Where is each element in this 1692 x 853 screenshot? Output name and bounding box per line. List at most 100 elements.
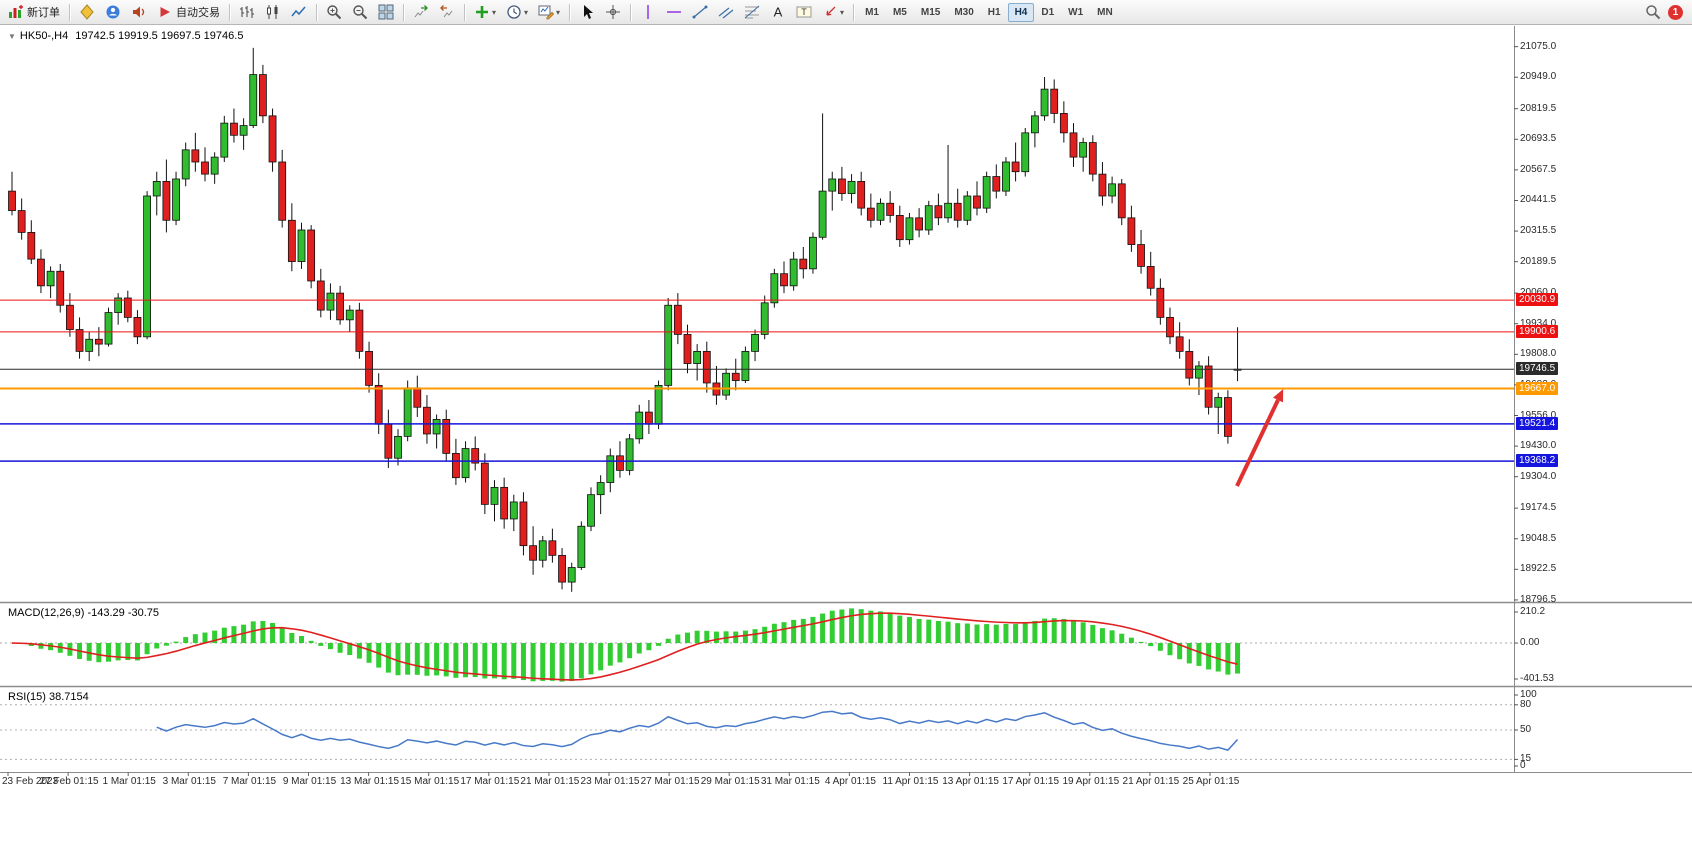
candle <box>56 263 65 313</box>
tf-m15-button[interactable]: M15 <box>920 6 941 18</box>
community-button[interactable] <box>101 1 125 24</box>
candle <box>423 395 431 444</box>
tile-windows-button[interactable] <box>374 1 398 24</box>
metaeditor-button[interactable] <box>75 1 99 24</box>
tf-h4-button[interactable]: H4 <box>1007 2 1035 22</box>
candle <box>838 166 846 201</box>
candle <box>355 302 364 359</box>
tf-m30-button[interactable]: M30 <box>954 6 974 18</box>
candle <box>625 433 634 476</box>
templates-icon <box>538 5 555 20</box>
channel-button[interactable] <box>714 1 738 24</box>
zoom-in-button[interactable] <box>322 1 346 24</box>
toolbar-separator <box>403 3 404 21</box>
tf-mn-button[interactable]: MN <box>1097 6 1113 18</box>
candle <box>37 249 45 294</box>
candle <box>866 193 875 228</box>
fibonacci-button[interactable] <box>740 1 764 24</box>
notification-badge[interactable]: 1 <box>1668 4 1683 20</box>
templates-button[interactable]: ▾ <box>534 1 564 24</box>
candle <box>1195 361 1203 396</box>
candle <box>336 285 345 325</box>
candle <box>596 475 605 515</box>
candle <box>268 108 277 172</box>
arrows-button[interactable]: ▾ <box>818 1 848 24</box>
candle <box>365 341 373 393</box>
candle <box>1088 135 1097 182</box>
tf-m1-button[interactable]: M1 <box>865 6 879 18</box>
crosshair-button[interactable] <box>601 1 625 24</box>
alerts-button[interactable] <box>127 1 151 24</box>
zoom-out-icon <box>353 5 368 20</box>
new-order-button[interactable]: 新订单 <box>4 1 64 24</box>
chevron-down-icon: ▾ <box>840 7 845 17</box>
horizontal-line-button[interactable] <box>662 1 686 24</box>
candle <box>992 164 1001 199</box>
candle <box>1137 229 1145 274</box>
text-icon: A <box>774 5 783 20</box>
community-icon <box>106 5 120 19</box>
tf-d1-button[interactable]: D1 <box>1041 6 1055 18</box>
new-order-label: 新订单 <box>27 7 60 19</box>
trendline-button[interactable] <box>688 1 712 24</box>
candle <box>934 193 943 226</box>
text-button[interactable]: A <box>766 1 790 24</box>
candle <box>8 171 16 216</box>
new-order-icon <box>9 5 23 18</box>
search-icon <box>1646 5 1661 20</box>
candlestick-chart-button[interactable] <box>261 1 285 24</box>
zoom-out-button[interactable] <box>348 1 372 24</box>
candle <box>673 293 682 345</box>
candle <box>567 562 576 592</box>
candle <box>143 191 152 340</box>
candle <box>683 324 692 374</box>
candle <box>538 535 547 568</box>
candlestick-chart-icon <box>267 5 278 19</box>
vertical-line-button[interactable] <box>636 1 660 24</box>
candle <box>104 307 113 347</box>
indicators-add-button[interactable]: ▾ <box>470 1 500 24</box>
autotrading-button[interactable]: 自动交易 <box>153 1 224 24</box>
tf-m5-button[interactable]: M5 <box>892 6 907 18</box>
candle <box>181 142 190 187</box>
candle <box>480 453 489 515</box>
tf-w1-button[interactable]: W1 <box>1068 6 1084 18</box>
candle <box>847 174 856 204</box>
candle <box>1233 327 1242 382</box>
candle <box>114 293 123 325</box>
candle <box>973 181 981 216</box>
toolbar-separator <box>853 3 855 21</box>
search-button[interactable] <box>1641 1 1665 24</box>
line-chart-button[interactable] <box>287 1 311 24</box>
candle <box>1185 339 1194 386</box>
candle <box>712 365 721 405</box>
candle <box>451 438 460 485</box>
chart-shift-button[interactable] <box>435 1 459 24</box>
candle <box>982 171 991 213</box>
candle <box>645 399 653 434</box>
candle <box>789 251 798 291</box>
candle <box>924 200 933 235</box>
candle <box>1040 76 1049 121</box>
candlestick-series <box>8 47 1242 592</box>
periods-button[interactable]: ▾ <box>502 1 532 24</box>
candle <box>1002 157 1010 196</box>
candle <box>384 409 393 468</box>
candle <box>664 297 673 391</box>
candle <box>616 441 624 478</box>
autotrading-icon <box>160 7 170 17</box>
auto-scroll-icon <box>414 5 428 18</box>
cursor-button[interactable] <box>575 1 599 24</box>
chevron-down-icon: ▾ <box>492 7 497 17</box>
candle <box>606 448 615 493</box>
tf-h1-button[interactable]: H1 <box>987 6 1001 18</box>
text-label-button[interactable]: T <box>792 1 816 24</box>
trend-arrow[interactable] <box>1235 389 1284 487</box>
candle <box>249 47 258 128</box>
candle <box>915 208 923 238</box>
bar-chart-button[interactable] <box>235 1 259 24</box>
candle <box>905 212 914 245</box>
candle <box>1224 390 1232 444</box>
auto-scroll-button[interactable] <box>409 1 433 24</box>
